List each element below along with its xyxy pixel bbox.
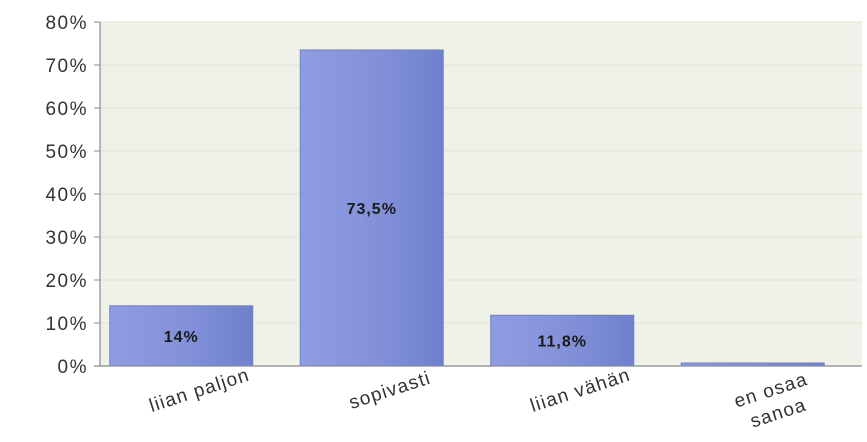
x-tick-label-group: liian vähän <box>528 365 633 417</box>
bar <box>109 305 254 367</box>
bar <box>299 49 444 367</box>
y-tick-labels: 0% 10% 20% 30% 40% 50% 60% 70% 80% <box>45 13 88 378</box>
x-tick-labels: liian paljon sopivasti liian vähän en osaas… <box>147 365 811 433</box>
y-tick-label: 50% <box>45 142 88 163</box>
x-tick-label: liian paljon <box>147 365 253 417</box>
y-tick-label: 40% <box>45 185 88 206</box>
x-tick-label: sopivasti <box>347 368 434 414</box>
x-tick-label-group: sopivasti <box>347 368 434 414</box>
x-tick-label-group: liian paljon <box>147 365 253 417</box>
y-tick-label: 80% <box>45 13 88 34</box>
y-tick-label: 0% <box>58 357 88 378</box>
x-tick-label: liian vähän <box>528 365 633 417</box>
y-tick-label: 10% <box>45 314 88 335</box>
y-tick-label: 70% <box>45 56 88 77</box>
data-labels: 14% 73,5% 11,8% <box>164 201 587 351</box>
bars <box>109 49 825 367</box>
data-label: 73,5% <box>347 201 397 218</box>
y-tick-label: 20% <box>45 271 88 292</box>
y-tick-label: 60% <box>45 99 88 120</box>
gridlines <box>94 21 862 367</box>
data-label: 14% <box>164 329 199 346</box>
y-tick-label: 30% <box>45 228 88 249</box>
bar <box>490 314 635 367</box>
data-label: 11,8% <box>538 334 587 351</box>
axes <box>94 22 862 367</box>
